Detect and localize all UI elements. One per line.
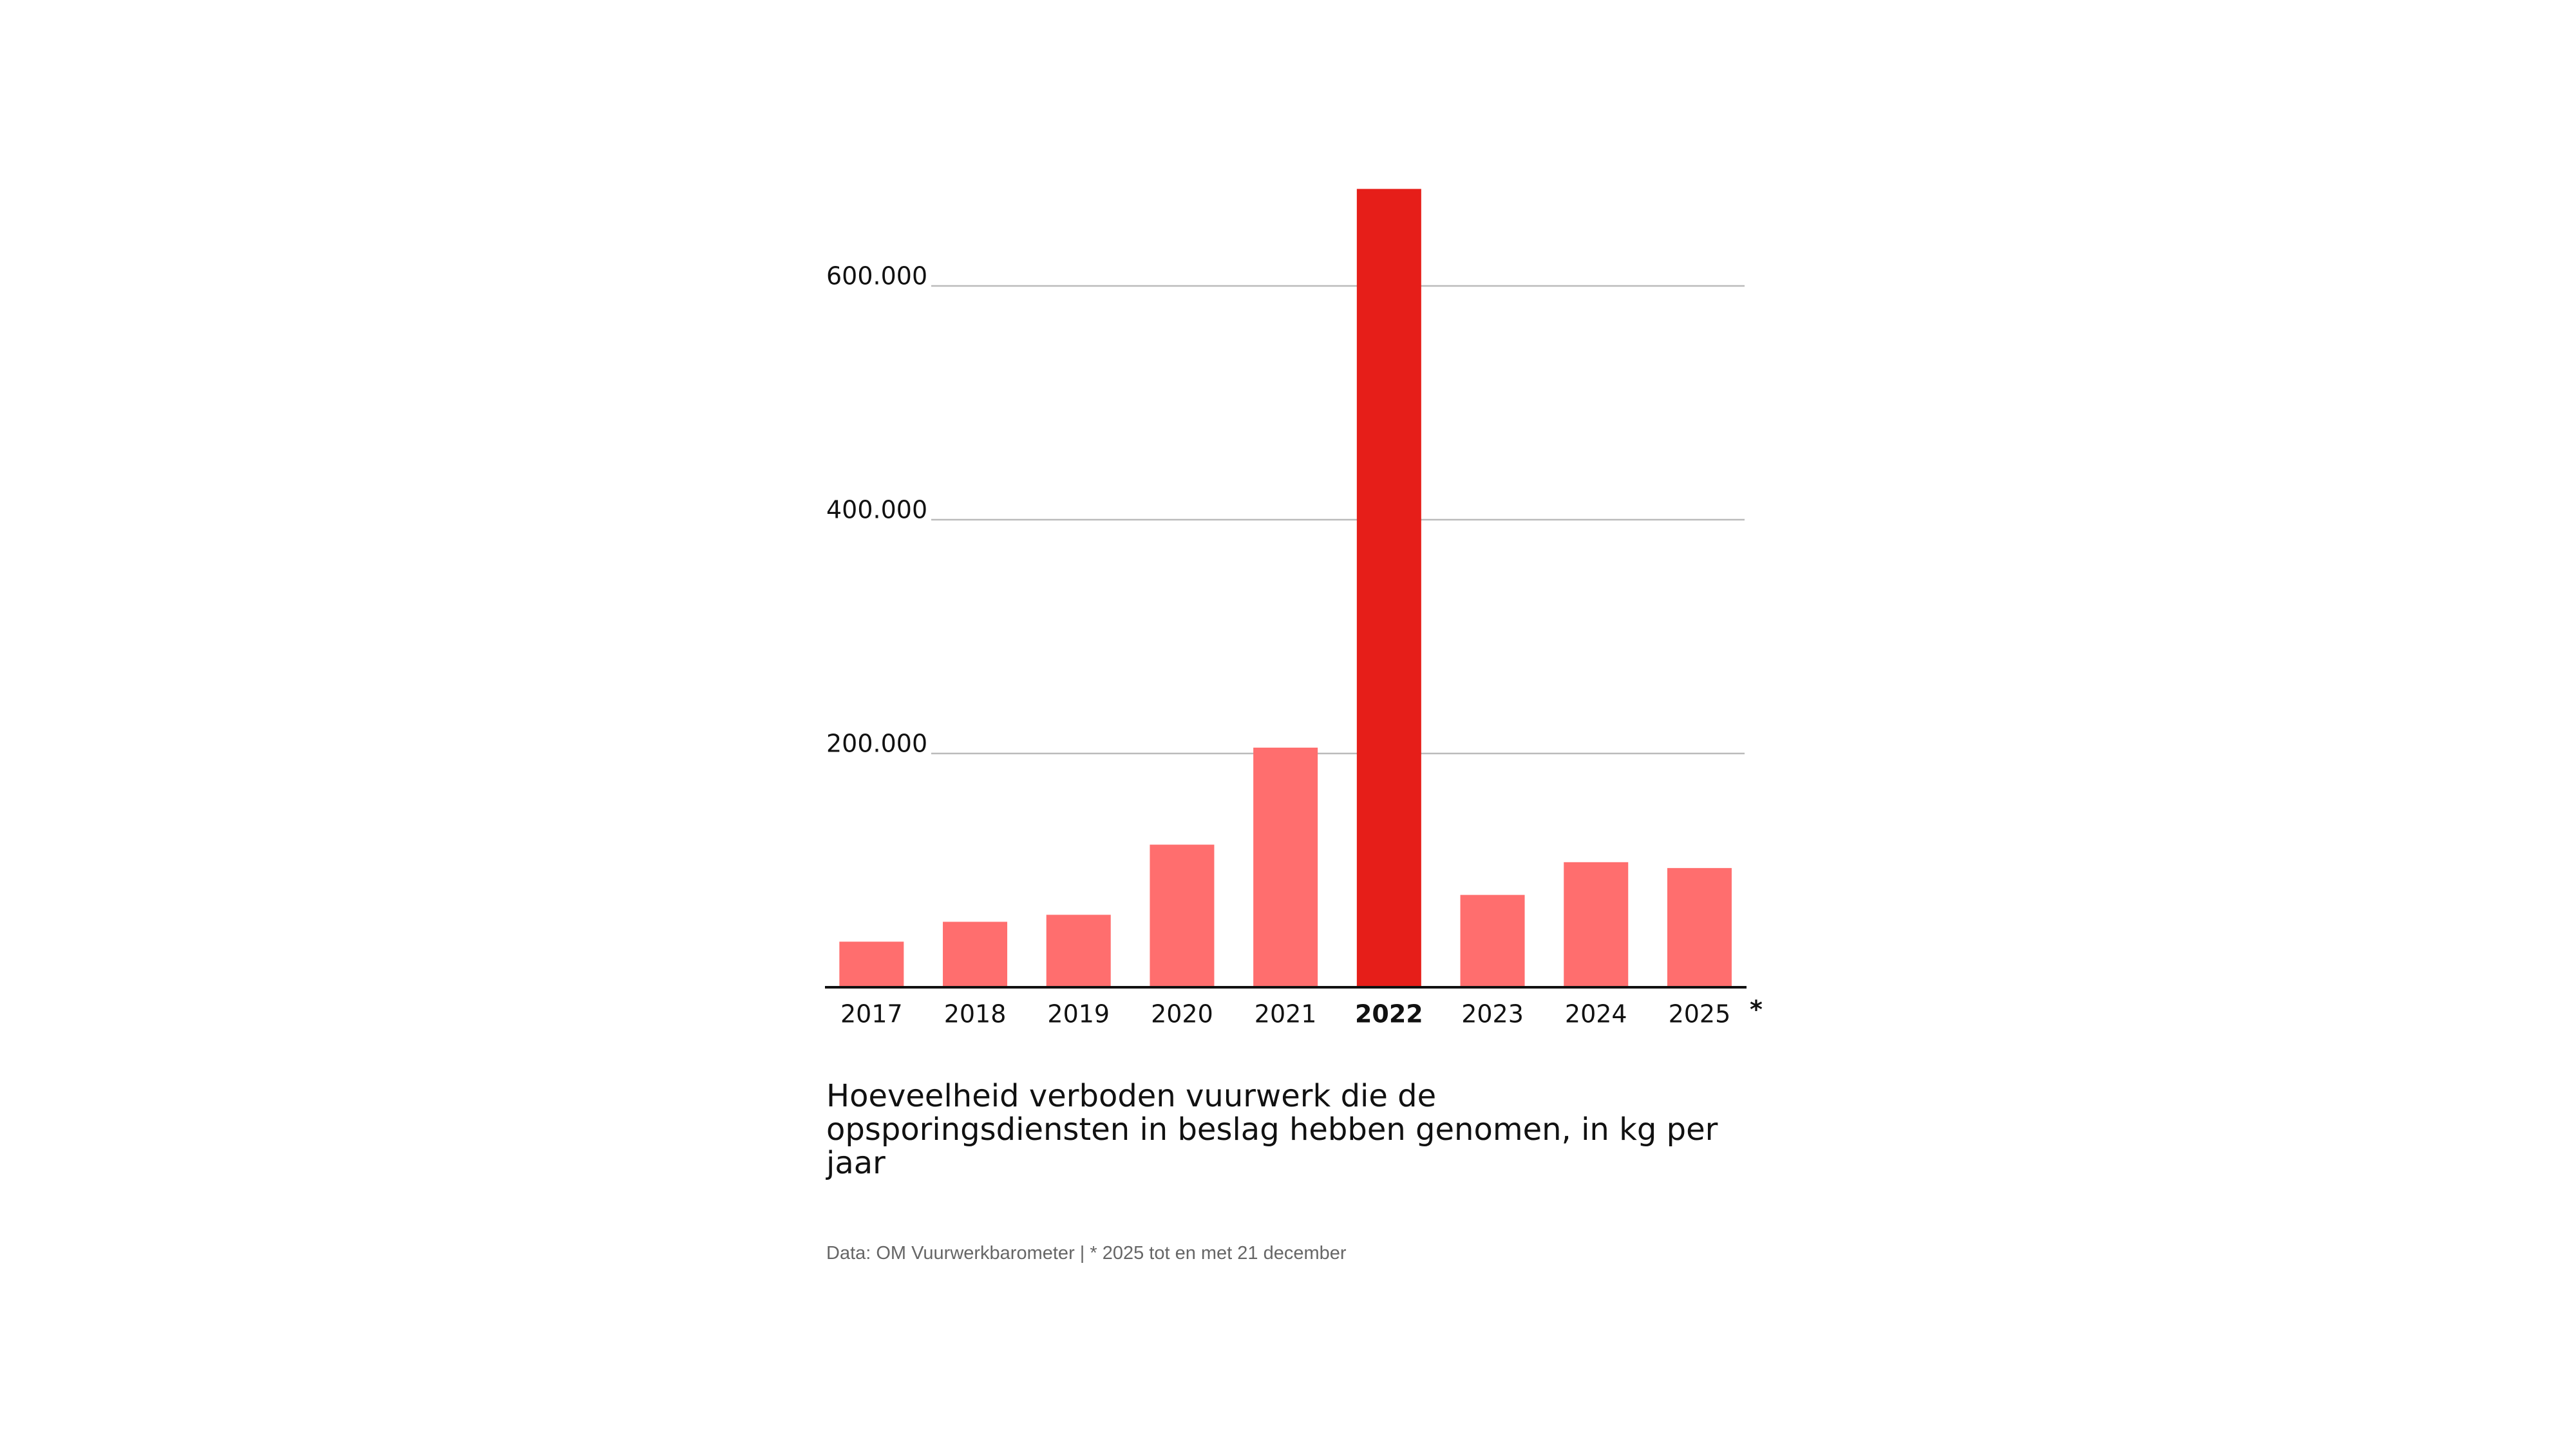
bar <box>839 942 904 987</box>
y-tick-label: 400.000 <box>826 496 927 524</box>
bar <box>943 922 1008 987</box>
x-tick-label: 2020 <box>1151 1000 1213 1028</box>
x-tick-label: 2025 <box>1669 1000 1731 1028</box>
x-tick-label: 2021 <box>1255 1000 1317 1028</box>
bar <box>1253 747 1318 987</box>
x-tick-label: 2023 <box>1461 1000 1524 1028</box>
x-tick-label: 2017 <box>840 1000 903 1028</box>
bar <box>1667 867 1732 987</box>
y-tick-label: 600.000 <box>826 262 927 290</box>
bar <box>1046 914 1111 987</box>
x-tick-label: 2018 <box>944 1000 1007 1028</box>
bar <box>1356 189 1421 988</box>
x-tick-label: 2022 <box>1355 1000 1423 1028</box>
footnote-marker: * <box>1750 996 1763 1024</box>
x-tick-label: 2024 <box>1565 1000 1627 1028</box>
bar <box>1460 895 1525 987</box>
x-tick-label: 2019 <box>1047 1000 1110 1028</box>
y-tick-label: 200.000 <box>826 730 927 758</box>
bar <box>1564 862 1629 987</box>
bar <box>1150 844 1215 987</box>
chart-description: Hoeveelheid verboden vuurwerk die de ops… <box>826 1078 1718 1181</box>
chart-source: Data: OM Vuurwerkbarometer | * 2025 tot … <box>826 1243 1347 1264</box>
